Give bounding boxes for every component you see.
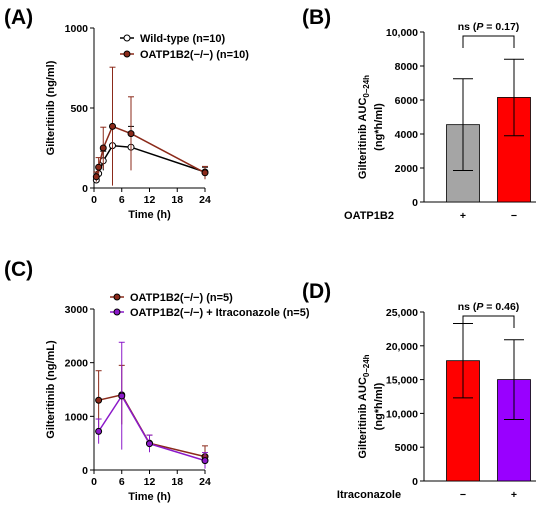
significance-label-d: ns (P = 0.46) xyxy=(458,301,520,313)
x-axis-label-a: Time (h) xyxy=(128,209,171,221)
y-tick-label-d: 20,000 xyxy=(386,341,418,353)
data-point-a-s2 xyxy=(95,163,103,171)
legend-marker-a-s1 xyxy=(123,34,131,42)
legend-marker-c-s2 xyxy=(113,308,121,316)
y-axis-label-a: Gilteritinib (ng/ml) xyxy=(45,60,57,155)
y-tick-label-d: 5000 xyxy=(395,442,419,454)
chart-b-bar-plot: 0 2000 4000 6000 8000 10,000 + − OATP1B2 Gilterit… xyxy=(344,21,536,222)
x-tick-label-a: 6 xyxy=(119,194,125,206)
significance-label-b: ns (P = 0.17) xyxy=(458,21,520,33)
x-tick-label-c: 12 xyxy=(144,476,156,488)
x-tick-label-a: 0 xyxy=(91,194,97,206)
legend-marker-c-s1 xyxy=(113,293,121,301)
panel-letter-a: (A) xyxy=(4,6,33,29)
legend-label-c-s2: OATP1B2(−/−) + Itraconazole (n=5) xyxy=(130,307,310,319)
x-tick-label-a: 18 xyxy=(171,194,183,206)
y-tick-label-a: 500 xyxy=(70,103,88,115)
legend-marker-a-s2 xyxy=(123,50,131,58)
data-point-c-s1 xyxy=(95,396,103,404)
x-axis-label-c: Time (h) xyxy=(128,491,171,503)
y-tick-label-c: 0 xyxy=(82,465,88,477)
x-tick-label-c: 18 xyxy=(171,476,183,488)
data-point-c-s2 xyxy=(118,392,126,400)
legend-label-a-s1: Wild-type (n=10) xyxy=(140,33,225,45)
y-axis-label-d: Gilteritinib AUC0–24h xyxy=(357,354,371,458)
x-tick-label-a: 24 xyxy=(199,194,211,206)
y-tick-label-d: 25,000 xyxy=(386,307,418,319)
chart-c-line-plot: 0 1000 2000 3000 0 6 12 18 24 Time (h) Gilteritini… xyxy=(45,292,310,503)
data-point-c-s2 xyxy=(95,427,103,435)
y-tick-label-a: 0 xyxy=(82,183,88,195)
y-axis-unit-b: (ng*h/ml) xyxy=(373,103,385,151)
y-tick-label-b: 10,000 xyxy=(386,27,418,39)
panel-letter-c: (C) xyxy=(4,258,33,281)
x-tick-label-c: 6 xyxy=(119,476,125,488)
series-line-c-s1 xyxy=(98,394,206,458)
significance-bracket-d xyxy=(462,315,515,328)
chart-d-bar-plot: 0 5000 10,000 15,000 20,000 25,000 − + Itraconaz… xyxy=(337,301,536,501)
legend-label-a-s2: OATP1B2(−/−) (n=10) xyxy=(140,49,249,61)
y-axis-unit-d: (ng*h/ml) xyxy=(373,382,385,430)
x-tick-label-a: 12 xyxy=(144,194,156,206)
y-tick-label-c: 3000 xyxy=(65,304,89,316)
y-tick-label-a: 1000 xyxy=(65,23,89,35)
y-tick-label-d: 10,000 xyxy=(386,408,418,420)
y-tick-label-c: 1000 xyxy=(65,411,89,423)
row-label-b: OATP1B2 xyxy=(344,210,394,222)
data-point-c-s2 xyxy=(201,457,209,465)
data-point-c-s2 xyxy=(146,440,153,448)
y-tick-label-c: 2000 xyxy=(65,358,89,370)
category-label-d-1: − xyxy=(460,489,466,501)
data-point-a-s2 xyxy=(92,173,100,181)
x-tick-label-c: 0 xyxy=(91,476,97,488)
y-tick-label-d: 15,000 xyxy=(386,375,418,387)
significance-bracket-b xyxy=(462,35,515,48)
data-point-a-s2 xyxy=(99,144,107,152)
x-tick-label-c: 24 xyxy=(199,476,211,488)
category-label-b-2: − xyxy=(511,210,517,222)
y-axis-label-c: Gilteritinib (ng/mL) xyxy=(45,340,57,439)
y-tick-label-b: 4000 xyxy=(395,129,419,141)
y-tick-label-b: 8000 xyxy=(395,61,419,73)
row-label-d: Itraconazole xyxy=(337,489,401,501)
data-point-a-s2 xyxy=(109,122,116,130)
data-point-a-s2 xyxy=(201,169,209,177)
data-point-a-s2 xyxy=(127,130,135,138)
panel-letter-b: (B) xyxy=(302,6,331,29)
y-axis-label-b: Gilteritinib AUC0–24h xyxy=(357,75,371,179)
y-tick-label-d: 0 xyxy=(412,476,418,488)
series-line-c-s2 xyxy=(97,394,206,462)
legend-label-c-s1: OATP1B2(−/−) (n=5) xyxy=(130,292,233,304)
panel-letter-d: (D) xyxy=(302,280,331,303)
category-label-d-2: + xyxy=(511,489,517,501)
category-label-b-1: + xyxy=(460,210,466,222)
y-tick-label-b: 2000 xyxy=(395,163,419,175)
y-tick-label-b: 6000 xyxy=(395,95,419,107)
y-tick-label-b: 0 xyxy=(412,197,418,209)
chart-a-line-plot: 0 500 1000 0 6 12 18 24 Time (h) Gilteritinib (ng… xyxy=(45,23,249,221)
